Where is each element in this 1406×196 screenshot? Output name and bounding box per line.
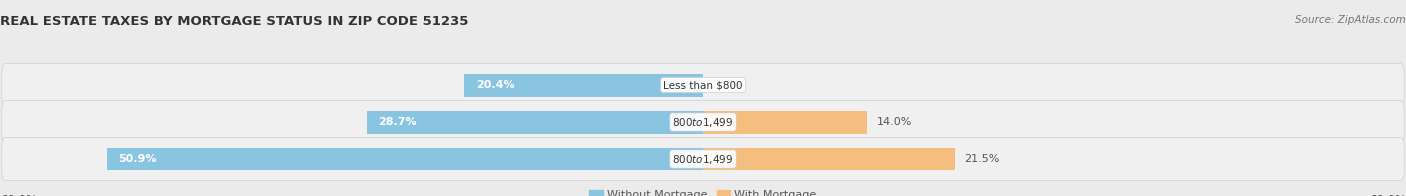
FancyBboxPatch shape	[1, 64, 1405, 106]
Text: 21.5%: 21.5%	[965, 154, 1000, 164]
FancyBboxPatch shape	[1, 138, 1405, 181]
Text: 0.0%: 0.0%	[713, 80, 741, 90]
Text: REAL ESTATE TAXES BY MORTGAGE STATUS IN ZIP CODE 51235: REAL ESTATE TAXES BY MORTGAGE STATUS IN …	[0, 15, 468, 28]
Legend: Without Mortgage, With Mortgage: Without Mortgage, With Mortgage	[589, 190, 817, 196]
Bar	[107, 148, 703, 171]
Bar	[464, 74, 703, 96]
Text: 60.0%: 60.0%	[0, 194, 37, 196]
Text: 14.0%: 14.0%	[876, 117, 911, 127]
Text: $800 to $1,499: $800 to $1,499	[672, 115, 734, 129]
Text: Source: ZipAtlas.com: Source: ZipAtlas.com	[1295, 15, 1406, 25]
Bar	[703, 148, 955, 171]
Bar	[367, 111, 703, 133]
Text: 50.9%: 50.9%	[118, 154, 157, 164]
FancyBboxPatch shape	[1, 101, 1405, 143]
Bar	[703, 111, 868, 133]
Text: 20.4%: 20.4%	[475, 80, 515, 90]
Text: 60.0%: 60.0%	[1369, 194, 1406, 196]
Text: $800 to $1,499: $800 to $1,499	[672, 152, 734, 165]
Text: Less than $800: Less than $800	[664, 80, 742, 90]
Text: 28.7%: 28.7%	[378, 117, 418, 127]
